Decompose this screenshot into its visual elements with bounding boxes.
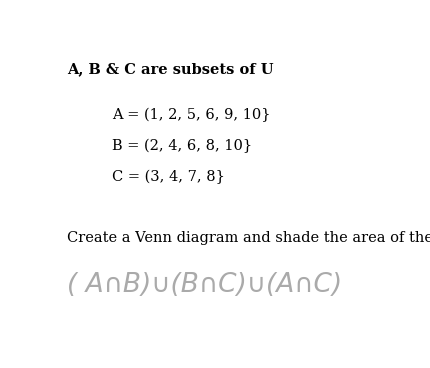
Text: Create a Venn diagram and shade the area of the set.: Create a Venn diagram and shade the area…	[67, 231, 430, 245]
Text: ( A∩B)∪(B∩C)∪(A∩C): ( A∩B)∪(B∩C)∪(A∩C)	[67, 272, 342, 298]
Text: C = (3, 4, 7, 8}: C = (3, 4, 7, 8}	[112, 170, 225, 184]
Text: A, B & C are subsets of U: A, B & C are subsets of U	[67, 63, 273, 77]
Text: B = (2, 4, 6, 8, 10}: B = (2, 4, 6, 8, 10}	[112, 139, 252, 153]
Text: A = (1, 2, 5, 6, 9, 10}: A = (1, 2, 5, 6, 9, 10}	[112, 108, 270, 122]
